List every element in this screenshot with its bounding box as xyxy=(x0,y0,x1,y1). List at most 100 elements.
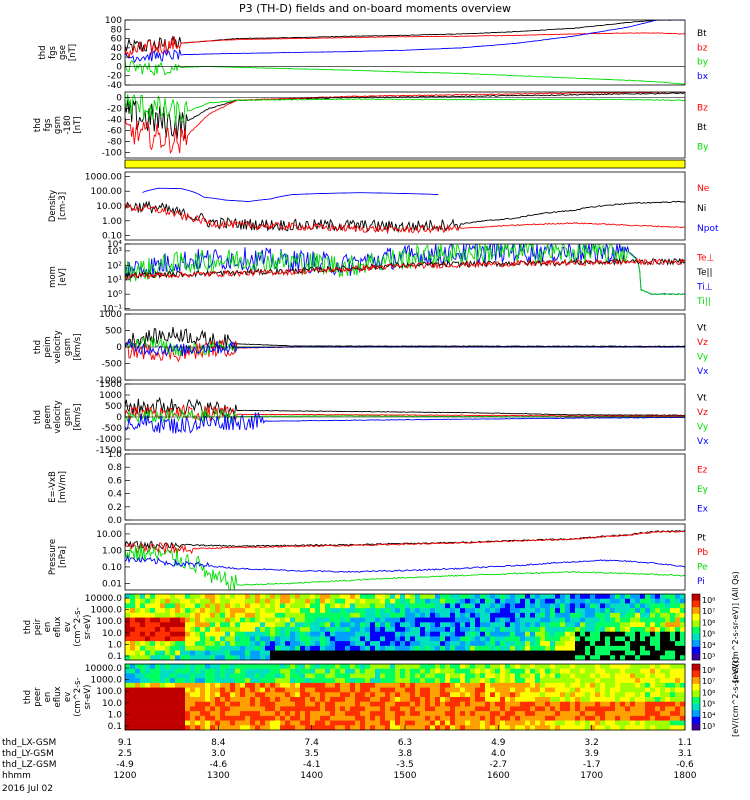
fgs-gse-legend-1: bz xyxy=(697,43,708,53)
peir-efluxspec-cell xyxy=(535,631,541,637)
peir-efluxspec-cell xyxy=(395,641,401,647)
peer-efluxspec-cell xyxy=(515,701,521,707)
peer-efluxspec-cell xyxy=(165,678,171,684)
peer-efluxspec-cell xyxy=(565,692,571,698)
peir-efluxspec-cell xyxy=(555,655,561,661)
peer-efluxspec-cell xyxy=(530,725,536,731)
peer-efluxspec-cell xyxy=(570,697,576,703)
peir-efluxspec-cell xyxy=(515,627,521,633)
peir-efluxspec-cell xyxy=(180,636,186,642)
peer-efluxspec-cell xyxy=(310,664,316,670)
peer-efluxspec-cell xyxy=(410,678,416,684)
peir-efluxspec-cell xyxy=(555,612,561,618)
peir-efluxspec-cell xyxy=(150,631,156,637)
peer-efluxspec-cell xyxy=(310,725,316,731)
peer-efluxspec-cell xyxy=(625,701,631,707)
peir-efluxspec-cell xyxy=(605,650,611,656)
peer-efluxspec-cell xyxy=(570,687,576,693)
peer-efluxspec-cell xyxy=(540,697,546,703)
peer-efluxspec-cell xyxy=(625,697,631,703)
peir-efluxspec-cell xyxy=(665,612,671,618)
peir-efluxspec-cell xyxy=(145,641,151,647)
peir-efluxspec-cell xyxy=(660,608,666,614)
pressure-frame xyxy=(124,523,686,591)
peer-efluxspec-cell xyxy=(400,682,406,688)
peir-efluxspec-cell xyxy=(460,641,466,647)
peir-efluxspec-cell xyxy=(195,631,201,637)
peir-efluxspec-cell xyxy=(125,650,131,656)
peer-efluxspec-cell xyxy=(310,715,316,721)
peer-efluxspec-cell xyxy=(385,725,391,731)
peir-efluxspec-cell xyxy=(240,622,246,628)
peer-efluxspec-cell xyxy=(355,692,361,698)
peer-efluxspec-cell xyxy=(355,697,361,703)
peir-efluxspec-cell xyxy=(460,631,466,637)
peir-efluxspec-cell xyxy=(255,603,261,609)
peir-efluxspec-cell xyxy=(125,617,131,623)
peir-efluxspec-cell xyxy=(395,608,401,614)
peir-efluxspec-cell xyxy=(370,594,376,600)
peer-efluxspec-cell xyxy=(390,701,396,707)
peer-efluxspec-cell xyxy=(605,711,611,717)
peer-efluxspec-cell xyxy=(180,692,186,698)
peer-efluxspec-cell xyxy=(440,720,446,726)
peer-efluxspec-cell xyxy=(630,664,636,670)
peer-efluxspec-cell xyxy=(490,664,496,670)
peir-efluxspec-cell xyxy=(505,603,511,609)
peer-efluxspec-cell xyxy=(645,668,651,674)
peir-efluxspec-cell xyxy=(455,612,461,618)
peir-efluxspec-cell xyxy=(455,608,461,614)
peer-efluxspec-cell xyxy=(680,701,686,707)
peer-efluxspec-cell xyxy=(325,706,331,712)
peir-efluxspec-cell xyxy=(540,650,546,656)
peer-efluxspec-cell xyxy=(680,668,686,674)
peer-efluxspec-cell xyxy=(680,673,686,679)
peer-efluxspec-cell xyxy=(655,715,661,721)
peer-efluxspec-cell xyxy=(680,706,686,712)
peer-efluxspec-cell xyxy=(195,715,201,721)
peir-efluxspec-cell xyxy=(655,617,661,623)
x-axis-row-label: thd_LZ-GSM xyxy=(2,760,57,770)
peer-efluxspec-cell xyxy=(660,701,666,707)
peer-efluxspec-cell xyxy=(265,692,271,698)
peer-efluxspec-cell xyxy=(615,692,621,698)
peer-efluxspec-cell xyxy=(240,720,246,726)
peer-efluxspec-cell xyxy=(245,697,251,703)
x-axis-value: 1700 xyxy=(580,771,603,781)
peer-efluxspec-cell xyxy=(155,668,161,674)
peer-efluxspec-cell xyxy=(600,711,606,717)
peer-efluxspec-cell xyxy=(415,706,421,712)
peir-efluxspec-cell xyxy=(555,636,561,642)
peir-efluxspec-cell xyxy=(640,612,646,618)
peir-efluxspec-cell xyxy=(140,645,146,651)
peir-efluxspec-cell xyxy=(530,636,536,642)
peer-efluxspec-cell xyxy=(140,668,146,674)
peir-efluxspec-cell xyxy=(350,622,356,628)
peir-efluxspec-cell xyxy=(430,636,436,642)
peer-efluxspec-cell xyxy=(550,701,556,707)
peer-efluxspec-cell xyxy=(510,692,516,698)
peer-efluxspec-cell xyxy=(530,687,536,693)
peer-efluxspec-cell xyxy=(425,711,431,717)
peer-efluxspec-cell xyxy=(660,720,666,726)
peer-efluxspec-cell xyxy=(280,664,286,670)
peer-efluxspec-cell xyxy=(480,664,486,670)
peer-efluxspec-cell xyxy=(270,668,276,674)
peer-efluxspec-cell xyxy=(615,711,621,717)
peir-efluxspec-cell xyxy=(660,612,666,618)
peir-efluxspec-cell xyxy=(620,627,626,633)
peir-efluxspec-cell xyxy=(325,612,331,618)
peir-efluxspec-cell xyxy=(195,622,201,628)
peer-efluxspec-cell xyxy=(505,673,511,679)
peir-efluxspec-cell xyxy=(550,612,556,618)
peer-efluxspec-cell xyxy=(675,668,681,674)
peir-efluxspec-cell xyxy=(370,655,376,661)
peer-efluxspec-cell xyxy=(190,706,196,712)
peir-efluxspec-cell xyxy=(505,612,511,618)
peir-efluxspec-cell xyxy=(180,627,186,633)
peir-efluxspec-cell xyxy=(200,612,206,618)
peir-efluxspec-cell xyxy=(410,636,416,642)
peir-efluxspec-cell xyxy=(215,650,221,656)
peer-efluxspec-cell xyxy=(365,706,371,712)
peir-efluxspec-cell xyxy=(445,655,451,661)
